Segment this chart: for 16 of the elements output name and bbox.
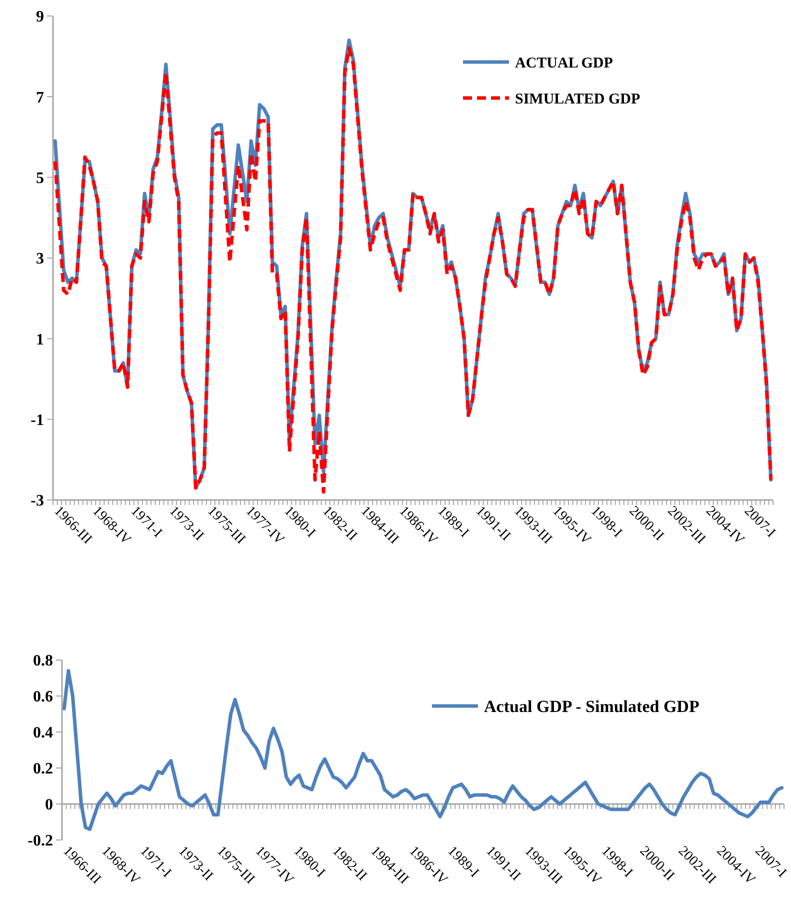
y-tick-label: -1 <box>30 412 44 429</box>
y-tick-label: 5 <box>36 170 44 187</box>
y-tick-label: 0.6 <box>33 688 53 706</box>
y-tick-label: 0.2 <box>33 760 53 778</box>
y-tick-label: 3 <box>36 250 44 268</box>
legend-label: ACTUAL GDP <box>515 55 613 72</box>
y-tick-label: 1 <box>36 331 44 348</box>
legend-label: Actual GDP - Simulated GDP <box>484 696 700 716</box>
y-tick-label: 7 <box>36 89 44 106</box>
y-tick-label: -0.2 <box>28 832 53 850</box>
y-tick-label: 0 <box>45 796 53 814</box>
y-tick-label: 0.8 <box>33 652 53 670</box>
y-tick-label: 0.4 <box>33 724 53 742</box>
y-tick-label: -3 <box>30 492 44 510</box>
y-tick-label: 9 <box>36 8 44 26</box>
legend-label: SIMULATED GDP <box>515 91 640 108</box>
